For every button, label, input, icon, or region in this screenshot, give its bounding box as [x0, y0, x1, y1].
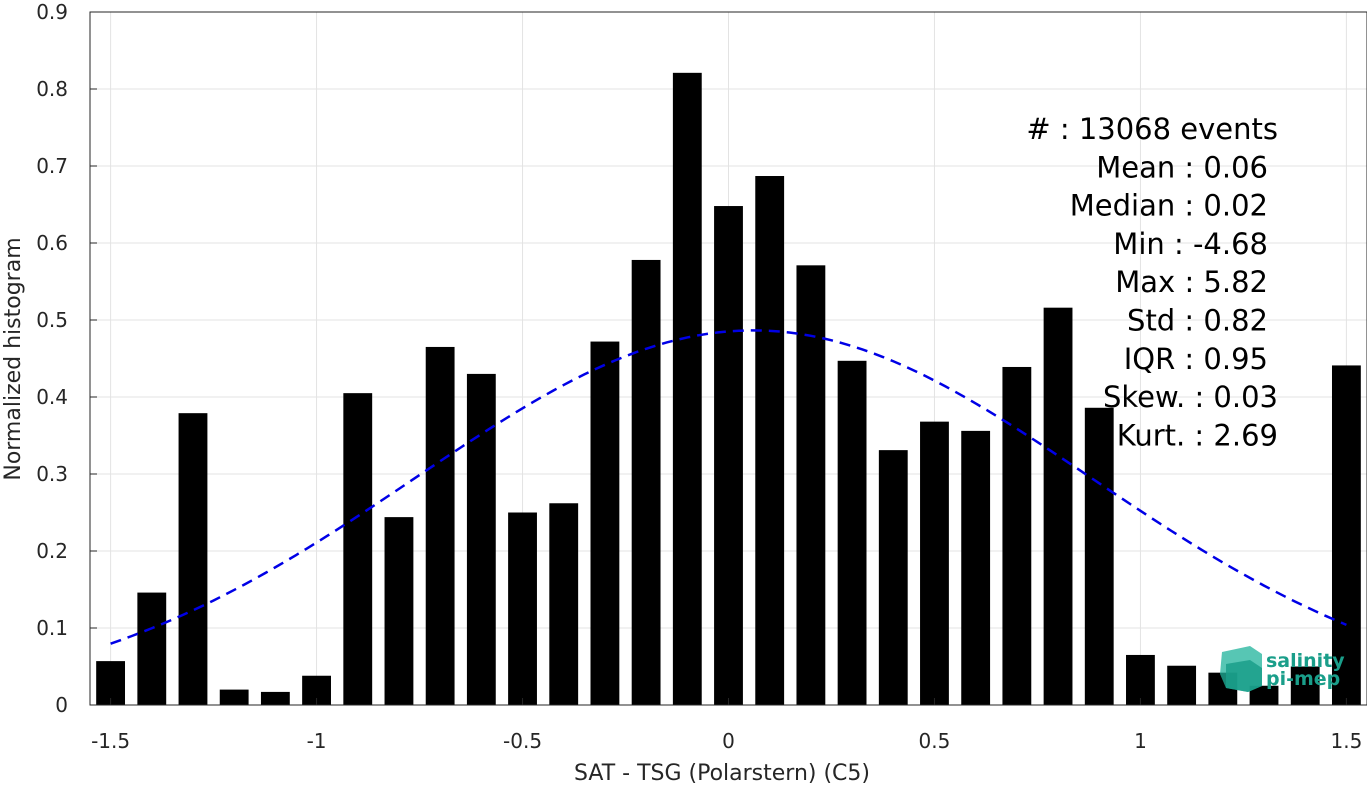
histogram-bar	[466, 373, 496, 705]
histogram-bar	[714, 206, 743, 706]
axis-ticks	[90, 11, 1347, 706]
histogram-bar	[384, 517, 414, 705]
histogram-bar	[590, 341, 620, 705]
y-tick-label: 0.9	[36, 0, 68, 24]
x-tick-label: 0.5	[919, 729, 951, 753]
histogram-bar	[549, 503, 579, 705]
histogram-bar	[631, 259, 661, 705]
gaussian-fit-curve	[110, 329, 1347, 645]
x-tick-label: -1.5	[91, 729, 130, 753]
histogram-bar	[961, 430, 991, 705]
y-tick-label: 0.4	[36, 385, 68, 409]
y-tick-label: 0.5	[36, 308, 68, 332]
stats-line: Min : -4.68	[1113, 227, 1268, 261]
histogram-bar	[1167, 665, 1197, 705]
histogram-bar	[920, 421, 949, 705]
statistics-annotation: # : 13068 events Mean : 0.06 Median : 0.02…	[1026, 112, 1278, 452]
histogram-bar	[672, 72, 702, 705]
y-tick-label: 0.8	[36, 77, 68, 101]
histogram-bar	[219, 689, 249, 705]
histogram-bar	[425, 346, 455, 705]
y-tick-label: 0.6	[36, 231, 68, 255]
logo-text-pi-mep: pi-mep	[1266, 668, 1340, 690]
histogram-bar	[178, 413, 208, 705]
histogram-bar	[96, 661, 126, 705]
histogram-bar	[796, 265, 826, 705]
stats-line: Kurt. : 2.69	[1117, 418, 1278, 452]
stats-line: Median : 0.02	[1070, 189, 1268, 223]
y-axis-label: Normalized histogram	[1, 237, 26, 480]
histogram-bar	[1084, 407, 1114, 705]
stats-line: Std : 0.82	[1127, 304, 1268, 338]
stats-line: Skew. : 0.03	[1103, 380, 1278, 414]
histogram-bar	[1290, 666, 1320, 705]
y-tick-label: 0.3	[36, 462, 68, 486]
logo-text-salinity: salinity	[1266, 650, 1345, 672]
y-tick-label: 0.1	[36, 616, 68, 640]
logo-mark-shade-icon	[1226, 660, 1262, 692]
y-tick-label: 0.2	[36, 539, 68, 563]
stats-line: IQR : 0.95	[1124, 342, 1268, 376]
histogram-bar	[878, 450, 908, 705]
stats-line: Max : 5.82	[1115, 265, 1268, 299]
histogram-bar	[755, 176, 785, 705]
histogram-bar	[1126, 654, 1155, 705]
histogram-bar	[1002, 366, 1032, 705]
y-tick-labels: 0 0.1 0.2 0.3 0.4 0.5 0.6 0.7 0.8 0.9	[36, 0, 68, 717]
histogram-bar	[1331, 365, 1361, 705]
x-axis-label: SAT - TSG (Polarstern) (C5)	[574, 761, 870, 785]
stats-line: # : 13068 events	[1026, 112, 1278, 146]
histogram-bar	[508, 512, 537, 705]
x-tick-label: -0.5	[503, 729, 542, 753]
histogram-bar	[260, 691, 290, 705]
x-tick-label: -1	[307, 729, 327, 753]
x-tick-labels: -1.5 -1 -0.5 0 0.5 1 1.5	[91, 729, 1362, 753]
histogram-bar	[1043, 307, 1073, 705]
x-tick-label: 0	[722, 729, 735, 753]
histogram-bar	[343, 393, 373, 705]
histogram-bar	[137, 592, 167, 705]
x-tick-label: 1	[1134, 729, 1147, 753]
x-tick-label: 1.5	[1330, 729, 1362, 753]
histogram-bar	[837, 360, 867, 705]
stats-line: Mean : 0.06	[1096, 150, 1268, 184]
histogram-bar	[1249, 685, 1279, 705]
y-tick-label: 0.7	[36, 154, 68, 178]
y-tick-label: 0	[55, 693, 68, 717]
salinity-pi-mep-logo: salinity pi-mep	[1220, 646, 1345, 692]
